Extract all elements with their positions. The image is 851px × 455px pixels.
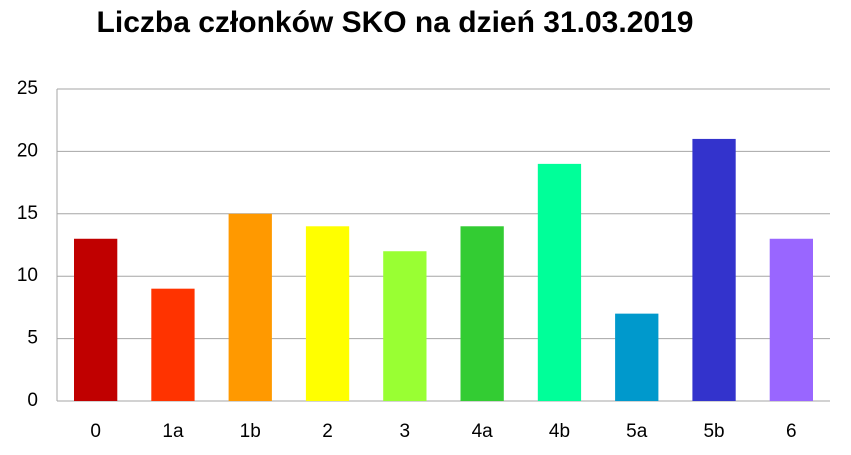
bar — [692, 138, 736, 402]
x-tick-label: 5b — [703, 421, 724, 442]
x-tick-label: 0 — [90, 421, 101, 442]
bar — [615, 313, 659, 401]
x-tick-label: 5a — [626, 421, 648, 442]
x-tick-label: 1b — [240, 421, 261, 442]
bar — [769, 238, 813, 401]
x-tick-label: 4a — [472, 421, 494, 442]
y-tick-label: 10 — [17, 265, 38, 286]
x-tick-label: 4b — [549, 421, 570, 442]
x-tick-label: 2 — [322, 421, 333, 442]
x-tick-label: 3 — [400, 421, 411, 442]
y-tick-label: 15 — [17, 203, 38, 224]
y-tick-label: 25 — [17, 78, 38, 99]
y-tick-label: 20 — [17, 140, 38, 161]
bar — [305, 226, 350, 401]
y-tick-label: 5 — [27, 328, 38, 349]
chart-title: Liczba członków SKO na dzień 31.03.2019 — [97, 6, 694, 39]
bar — [460, 226, 504, 401]
x-tick-label: 1a — [162, 421, 184, 442]
bar — [151, 288, 195, 401]
bar — [74, 238, 118, 401]
bar — [537, 163, 582, 401]
x-tick-label: 6 — [786, 421, 797, 442]
y-tick-label: 0 — [27, 390, 38, 411]
bar — [228, 213, 272, 401]
bar — [383, 251, 427, 401]
